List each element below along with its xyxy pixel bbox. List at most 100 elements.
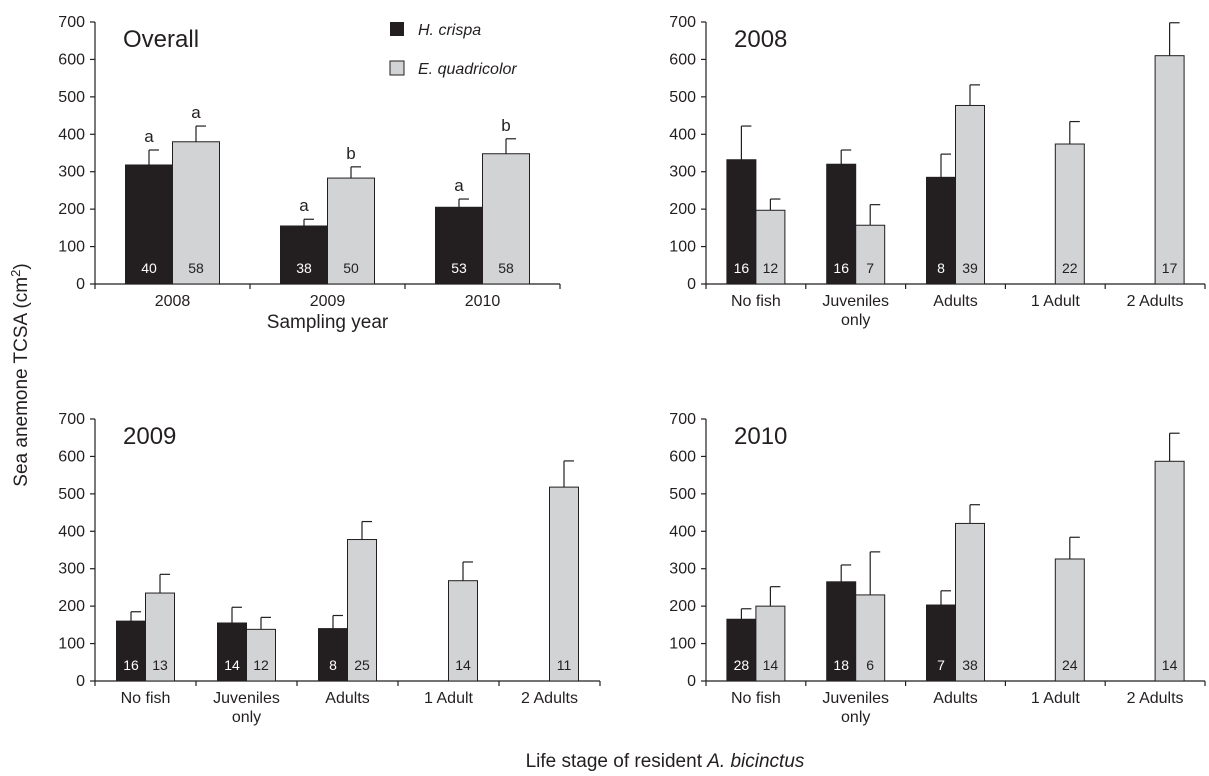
sample-size-label: 38 bbox=[962, 657, 978, 673]
sample-size-label: 7 bbox=[937, 657, 945, 673]
bar bbox=[855, 594, 886, 682]
bar bbox=[955, 522, 985, 682]
x-tick-label: Juveniles bbox=[822, 293, 889, 310]
y-tick-label: 700 bbox=[58, 411, 85, 428]
sample-size-label: 13 bbox=[152, 657, 168, 673]
sample-size-label: 58 bbox=[498, 260, 514, 276]
sample-size-label: 8 bbox=[329, 657, 337, 673]
x-tick-label: 2009 bbox=[310, 293, 346, 310]
y-tick-label: 300 bbox=[58, 164, 85, 181]
significance-letter: a bbox=[454, 176, 464, 195]
x-tick-label: 1 Adult bbox=[1031, 690, 1080, 707]
sample-size-label: 39 bbox=[962, 260, 978, 276]
chart-panel-3: 0 100 200 300 400 500 600 700 No fish Juveniles on… bbox=[58, 411, 601, 726]
bar bbox=[318, 628, 348, 682]
x-tick-label: Juveniles bbox=[213, 690, 280, 707]
x-tick-label: No fish bbox=[731, 293, 781, 310]
y-tick-label: 600 bbox=[669, 51, 696, 68]
sample-size-label: 12 bbox=[253, 657, 269, 673]
legend-label-e-quadricolor: E. quadricolor bbox=[418, 61, 517, 78]
bar bbox=[855, 224, 886, 285]
sample-size-label: 18 bbox=[833, 657, 849, 673]
panel-title: 2008 bbox=[734, 26, 787, 53]
legend-label-h-crispa: H. crispa bbox=[418, 22, 481, 39]
sample-size-label: 40 bbox=[141, 260, 157, 276]
legend-swatch-e-quadricolor bbox=[389, 60, 405, 76]
x-tick-label: Adults bbox=[933, 293, 977, 310]
y-tick-label: 100 bbox=[669, 636, 696, 653]
sample-size-label: 58 bbox=[188, 260, 204, 276]
bar bbox=[755, 605, 786, 682]
significance-letter: a bbox=[191, 103, 201, 122]
bar bbox=[1054, 558, 1085, 682]
y-axis-label-superscript: 2 bbox=[8, 270, 23, 277]
bar bbox=[217, 622, 247, 682]
significance-letter: a bbox=[144, 127, 154, 146]
y-tick-label: 100 bbox=[58, 636, 85, 653]
y-tick-label: 500 bbox=[58, 89, 85, 106]
sample-size-label: 38 bbox=[296, 260, 312, 276]
sample-size-label: 14 bbox=[224, 657, 240, 673]
bar bbox=[125, 164, 173, 285]
y-tick-label: 300 bbox=[669, 164, 696, 181]
y-tick-label: 0 bbox=[76, 276, 85, 293]
bar bbox=[145, 592, 175, 682]
sample-size-label: 14 bbox=[763, 657, 779, 673]
x-axis-label-prefix: Life stage of resident bbox=[526, 751, 708, 772]
sample-size-label: 17 bbox=[1162, 260, 1178, 276]
y-tick-label: 600 bbox=[58, 448, 85, 465]
chart-panel-2: 0 100 200 300 400 500 600 700 No fish Juveniles on… bbox=[669, 14, 1206, 329]
bar bbox=[1054, 143, 1085, 285]
bar bbox=[926, 176, 956, 285]
y-tick-label: 400 bbox=[58, 523, 85, 540]
sample-size-label: 14 bbox=[455, 657, 471, 673]
sample-size-label: 24 bbox=[1062, 657, 1078, 673]
sample-size-label: 28 bbox=[734, 657, 750, 673]
y-tick-label: 200 bbox=[58, 201, 85, 218]
sample-size-label: 8 bbox=[937, 260, 945, 276]
y-tick-label: 0 bbox=[687, 276, 696, 293]
y-tick-label: 200 bbox=[669, 201, 696, 218]
x-axis-label: Life stage of resident A. bicinctus bbox=[526, 751, 805, 772]
x-tick-label: 2008 bbox=[155, 293, 191, 310]
sample-size-label: 12 bbox=[763, 260, 779, 276]
x-tick-label: only bbox=[232, 709, 261, 726]
x-tick-label: Juveniles bbox=[822, 690, 889, 707]
y-tick-label: 400 bbox=[669, 523, 696, 540]
x-tick-label: Adults bbox=[933, 690, 977, 707]
panel-title: 2009 bbox=[123, 423, 176, 450]
sample-size-label: 16 bbox=[123, 657, 139, 673]
sample-size-label: 11 bbox=[557, 657, 572, 673]
x-tick-label: 2 Adults bbox=[521, 690, 578, 707]
y-tick-label: 500 bbox=[669, 89, 696, 106]
y-axis-label-main: Sea anemone TCSA (cm bbox=[11, 277, 32, 487]
x-tick-label: 1 Adult bbox=[1031, 293, 1080, 310]
x-tick-label: 1 Adult bbox=[424, 690, 473, 707]
significance-letter: b bbox=[346, 144, 355, 163]
x-tick-label: No fish bbox=[121, 690, 171, 707]
sample-size-label: 16 bbox=[833, 260, 849, 276]
significance-letter: a bbox=[299, 196, 309, 215]
bar bbox=[448, 580, 478, 682]
bar bbox=[1154, 460, 1185, 682]
y-tick-label: 700 bbox=[669, 411, 696, 428]
y-tick-label: 700 bbox=[58, 14, 85, 31]
x-tick-label: No fish bbox=[731, 690, 781, 707]
sample-size-label: 7 bbox=[866, 260, 874, 276]
chart-panel-1: 0 100 200 300 400 500 600 700 2008 2009 2010 Overal… bbox=[58, 14, 561, 333]
bar bbox=[726, 159, 757, 285]
x-tick-label: 2 Adults bbox=[1127, 293, 1184, 310]
legend-swatch-h-crispa bbox=[390, 22, 404, 36]
y-tick-label: 500 bbox=[669, 486, 696, 503]
x-tick-label: only bbox=[841, 312, 870, 329]
x-tick-label: 2010 bbox=[465, 293, 501, 310]
y-tick-label: 0 bbox=[76, 673, 85, 690]
sample-size-label: 50 bbox=[343, 260, 359, 276]
x-tick-label: 2 Adults bbox=[1127, 690, 1184, 707]
x-tick-label: Adults bbox=[325, 690, 369, 707]
y-axis-label-close: ) bbox=[11, 263, 32, 269]
legend: H. crispa E. quadricolor bbox=[389, 22, 517, 78]
chart-panel-4: 0 100 200 300 400 500 600 700 No fish Juveniles on… bbox=[669, 411, 1206, 726]
sample-size-label: 16 bbox=[734, 260, 750, 276]
